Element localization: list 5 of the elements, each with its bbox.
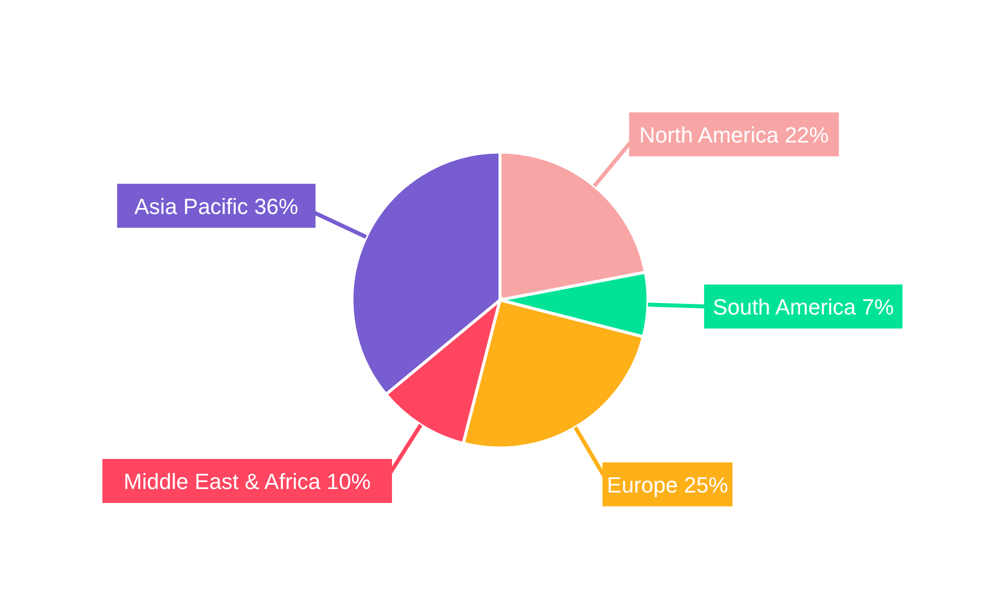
slice-label: South America 7% (712, 294, 894, 320)
slice-label: North America 22% (639, 122, 829, 148)
slice-label: Asia Pacific 36% (134, 194, 298, 219)
slice-label: Europe 25% (606, 472, 728, 498)
slice-label: Middle East & Africa 10% (124, 468, 371, 494)
